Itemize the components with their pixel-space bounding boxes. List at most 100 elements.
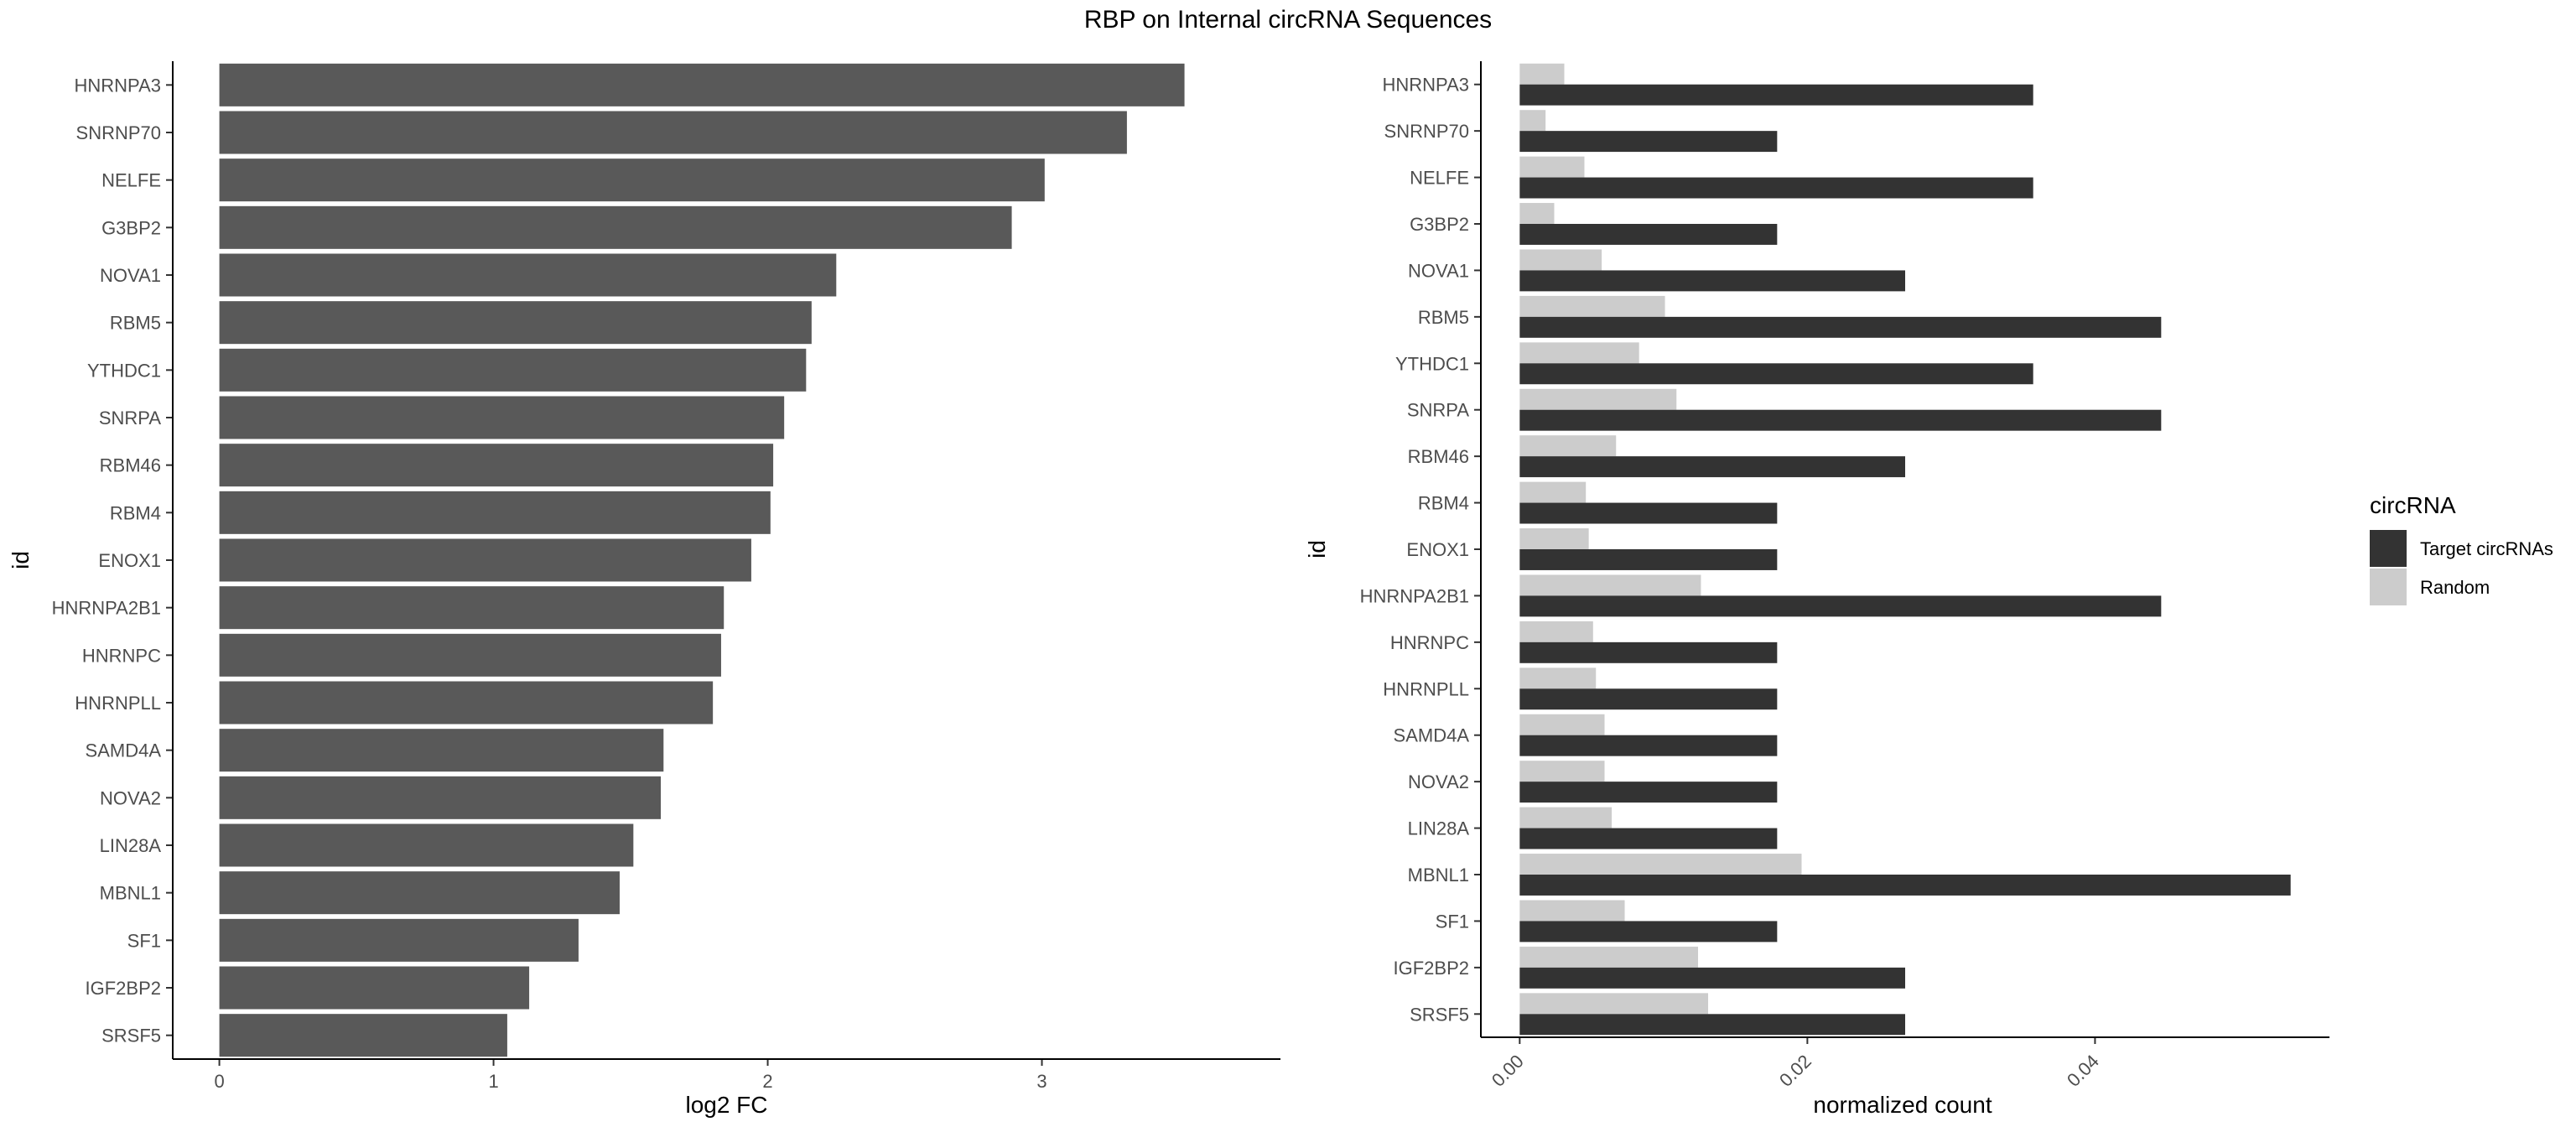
left-bars [219, 63, 1185, 1057]
bar-random-rbm5 [1519, 295, 1665, 317]
right-y-tick-label: HNRNPC [1390, 632, 1469, 653]
left-x-tick-label: 2 [762, 1071, 772, 1092]
bar-target-snrnp70 [1519, 131, 1778, 153]
right-y-tick-label: SNRPA [1407, 400, 1469, 421]
bar-fc-hnrnpll [219, 681, 714, 724]
left-y-tick-label: NOVA1 [100, 265, 161, 286]
right-y-tick-label: RBM5 [1418, 307, 1469, 328]
legend-label-target: Target circRNAs [2420, 538, 2553, 559]
bar-fc-enox1 [219, 538, 751, 582]
left-y-tick-label: IGF2BP2 [86, 978, 161, 999]
left-y-tick-labels: HNRNPA3 SNRNP70 NELFE G3BP2 NOVA1 RBM5 YTHDC1 S… [52, 75, 173, 1046]
right-y-tick-label: NELFE [1410, 168, 1469, 189]
left-y-tick-label: NELFE [101, 170, 161, 191]
bar-target-rbm46 [1519, 456, 1905, 478]
bar-target-mbnl1 [1519, 875, 2291, 896]
right-x-axis-title: normalized count [1813, 1092, 1992, 1118]
legend-key-target [2370, 530, 2407, 567]
bar-random-rbm46 [1519, 435, 1617, 457]
bar-random-snrnp70 [1519, 110, 1546, 132]
right-y-tick-label: SRSF5 [1410, 1004, 1469, 1025]
legend-label-random: Random [2420, 577, 2490, 598]
left-x-tick-label: 0 [214, 1071, 224, 1092]
bar-target-samd4a [1519, 735, 1778, 756]
bar-target-hnrnpa2b1 [1519, 595, 2162, 617]
bar-random-nova2 [1519, 761, 1605, 782]
bar-random-srsf5 [1519, 993, 1709, 1015]
right-y-tick-label: RBM46 [1408, 446, 1469, 467]
right-y-tick-label: NOVA1 [1408, 260, 1469, 281]
left-y-tick-label: HNRNPLL [75, 693, 161, 714]
left-y-tick-label: HNRNPA3 [74, 75, 161, 96]
bar-fc-hnrnpa2b1 [219, 586, 724, 630]
legend: circRNA Target circRNAs Random [2370, 492, 2553, 605]
left-x-ticks: 0 1 2 3 [214, 1059, 1047, 1092]
right-y-tick-label: SF1 [1436, 911, 1469, 932]
bar-random-sf1 [1519, 900, 1625, 922]
left-y-axis-title: id [8, 551, 34, 569]
bar-target-nova1 [1519, 270, 1905, 292]
right-y-tick-label: HNRNPA2B1 [1360, 585, 1469, 606]
left-y-tick-label: RBM4 [110, 502, 161, 523]
bar-fc-nova2 [219, 776, 662, 819]
bar-random-lin28a [1519, 807, 1613, 828]
bar-fc-snrnp70 [219, 111, 1127, 154]
bar-fc-igf2bp2 [219, 966, 530, 1010]
bar-target-enox1 [1519, 549, 1778, 570]
bar-target-g3bp2 [1519, 224, 1778, 245]
left-y-tick-label: RBM46 [100, 455, 161, 476]
bar-random-hnrnpll [1519, 667, 1597, 689]
bar-random-igf2bp2 [1519, 946, 1699, 968]
left-y-tick-label: SAMD4A [86, 740, 162, 761]
bar-fc-nelfe [219, 158, 1045, 202]
bar-fc-rbm5 [219, 301, 812, 345]
bar-random-enox1 [1519, 528, 1589, 549]
right-y-tick-label: SNRNP70 [1384, 121, 1469, 142]
right-y-tick-label: MBNL1 [1408, 865, 1469, 886]
right-bars [1519, 63, 2291, 1036]
right-y-tick-label: RBM4 [1418, 493, 1469, 514]
right-y-tick-label: SAMD4A [1394, 725, 1470, 746]
bar-target-hnrnpa3 [1519, 84, 2033, 106]
bar-target-hnrnpll [1519, 688, 1778, 710]
right-y-tick-label: IGF2BP2 [1394, 958, 1469, 979]
bar-fc-srsf5 [219, 1014, 507, 1057]
left-y-tick-label: G3BP2 [101, 217, 161, 238]
bar-fc-nova1 [219, 253, 837, 297]
bar-random-g3bp2 [1519, 203, 1555, 224]
bar-random-hnrnpa2b1 [1519, 574, 1701, 596]
right-y-tick-label: NOVA2 [1408, 771, 1469, 792]
left-y-tick-label: ENOX1 [98, 550, 161, 571]
bar-fc-mbnl1 [219, 871, 620, 915]
bar-random-rbm4 [1519, 481, 1587, 503]
bar-random-snrpa [1519, 388, 1677, 410]
bar-fc-rbm4 [219, 491, 771, 534]
left-x-tick-label: 1 [488, 1071, 498, 1092]
bar-target-ythdc1 [1519, 363, 2033, 385]
left-panel-fold-change: HNRNPA3 SNRNP70 NELFE G3BP2 NOVA1 RBM5 YTHDC1 S… [8, 61, 1280, 1118]
bar-fc-lin28a [219, 823, 634, 867]
left-y-tick-label: SNRPA [99, 408, 161, 428]
bar-random-nelfe [1519, 156, 1585, 178]
left-y-tick-label: RBM5 [110, 313, 161, 334]
bar-target-rbm5 [1519, 316, 2162, 338]
bar-target-srsf5 [1519, 1014, 1905, 1036]
legend-key-random [2370, 569, 2407, 605]
left-y-tick-label: YTHDC1 [87, 360, 161, 381]
left-y-tick-label: LIN28A [100, 835, 162, 856]
bar-target-sf1 [1519, 921, 1778, 943]
bar-fc-rbm46 [219, 444, 774, 487]
right-y-tick-labels: HNRNPA3 SNRNP70 NELFE G3BP2 NOVA1 RBM5 YTHDC1 S… [1360, 75, 1481, 1025]
bar-target-snrpa [1519, 409, 2162, 431]
bar-fc-hnrnpc [219, 633, 721, 677]
bar-random-hnrnpc [1519, 621, 1593, 642]
figure-title: RBP on Internal circRNA Sequences [1084, 6, 1492, 34]
right-y-tick-label: LIN28A [1408, 818, 1470, 839]
bar-random-hnrnpa3 [1519, 63, 1565, 85]
bar-fc-snrpa [219, 396, 785, 439]
left-y-tick-label: HNRNPC [82, 645, 161, 666]
legend-title: circRNA [2370, 492, 2456, 518]
right-y-tick-label: HNRNPA3 [1382, 75, 1469, 96]
bar-fc-hnrnpa3 [219, 63, 1185, 106]
